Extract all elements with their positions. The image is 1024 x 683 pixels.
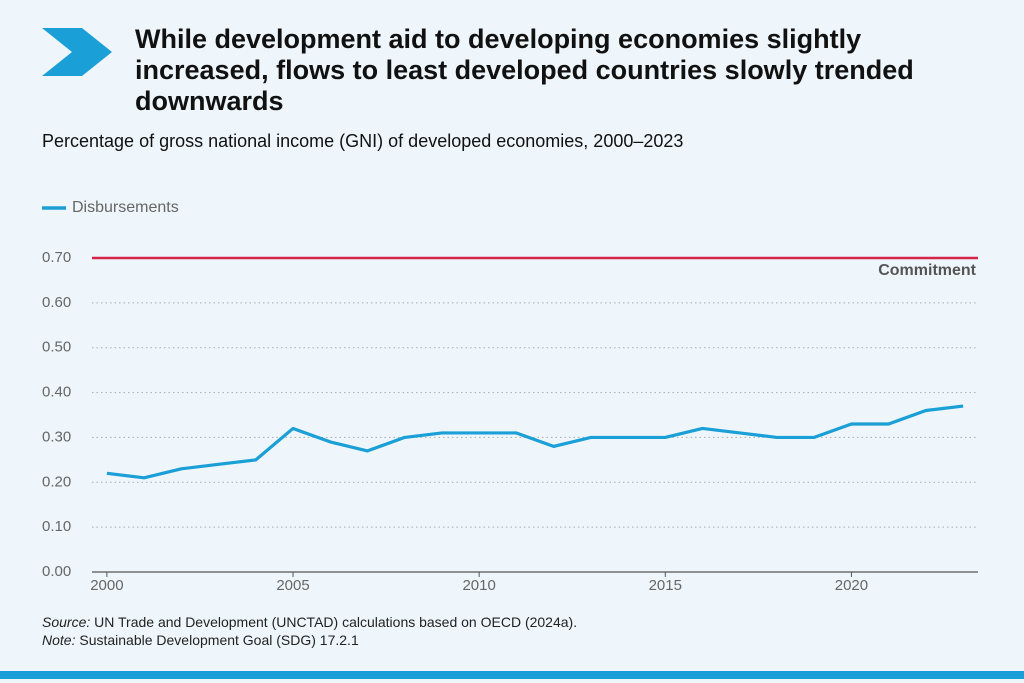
y-tick-label: 0.20: [42, 473, 71, 490]
y-tick-label: 0.10: [42, 518, 71, 535]
source-label: Source:: [42, 614, 91, 630]
legend-label: Disbursements: [72, 199, 179, 216]
x-tick-label: 2020: [835, 577, 868, 594]
data-line: [106, 404, 964, 480]
y-tick-label: 0.00: [42, 563, 71, 580]
chevron-icon: [42, 28, 112, 76]
y-tick-label: 0.60: [42, 294, 71, 311]
y-tick-label: 0.30: [42, 428, 71, 445]
x-tick-label: 2005: [276, 577, 309, 594]
footnotes: Source: UN Trade and Development (UNCTAD…: [42, 613, 577, 649]
chart-subtitle: Percentage of gross national income (GNI…: [42, 131, 684, 151]
note-label: Note:: [42, 632, 76, 648]
x-tick-label: 2000: [90, 577, 123, 594]
source: Source: UN Trade and Development (UNCTAD…: [42, 613, 577, 631]
y-tick-label: 0.50: [42, 339, 71, 356]
commitment-label: Commitment: [878, 262, 976, 279]
x-tick-label: 2010: [462, 577, 495, 594]
source-text: UN Trade and Development (UNCTAD) calcul…: [94, 614, 578, 630]
y-tick-label: 0.40: [42, 384, 71, 401]
bottom-bar: [0, 671, 1024, 679]
note: Note: Sustainable Development Goal (SDG)…: [42, 631, 577, 649]
x-tick-label: 2015: [649, 577, 682, 594]
note-text: Sustainable Development Goal (SDG) 17.2.…: [79, 632, 359, 648]
chart-title: While development aid to developing econ…: [135, 24, 914, 116]
y-tick-label: 0.70: [42, 249, 71, 266]
